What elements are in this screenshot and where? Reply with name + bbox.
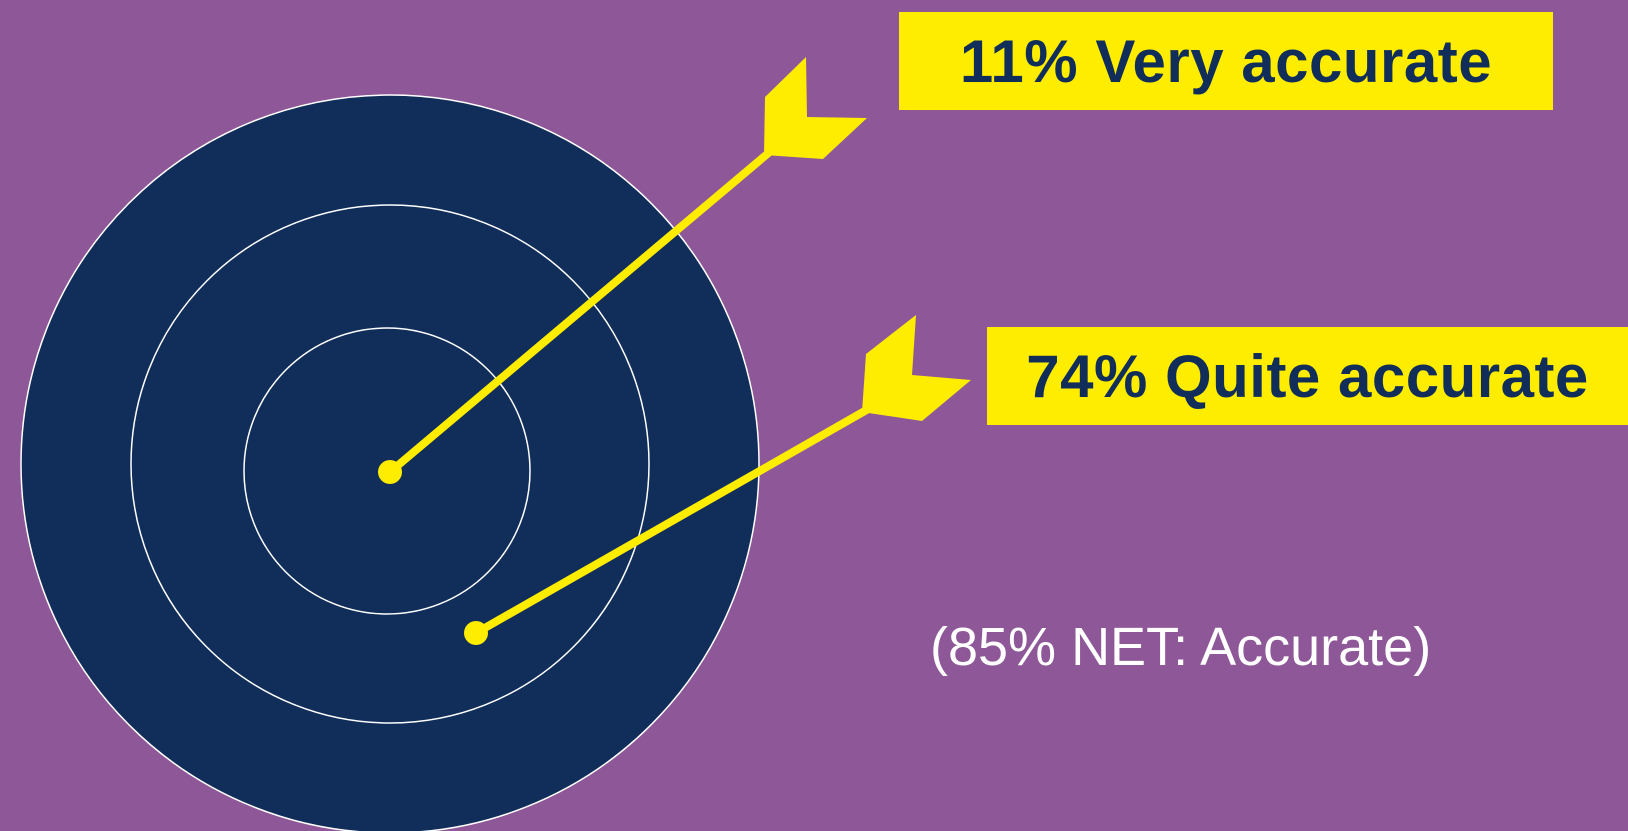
arrow-quite-accurate-icon (464, 315, 971, 645)
target-inner-ring (243, 327, 531, 615)
arrow-quite-accurate-tip (464, 621, 488, 645)
very-accurate-label-text: 11% Very accurate (959, 27, 1493, 95)
arrow-quite-accurate-shaft (472, 404, 874, 637)
arrow-very-accurate-fletching (764, 57, 867, 159)
arrow-very-accurate-tip (378, 460, 402, 484)
arrow-very-accurate-icon (378, 57, 867, 484)
target-middle-ring (130, 204, 650, 724)
net-accurate-text: (85% NET: Accurate) (930, 617, 1432, 677)
quite-accurate-label-text: 74% Quite accurate (1026, 342, 1589, 410)
arrow-quite-accurate-fletching (862, 315, 971, 421)
arrow-very-accurate-shaft (386, 146, 776, 476)
very-accurate-label: 11% Very accurate (899, 12, 1553, 110)
quite-accurate-label: 74% Quite accurate (987, 327, 1628, 425)
